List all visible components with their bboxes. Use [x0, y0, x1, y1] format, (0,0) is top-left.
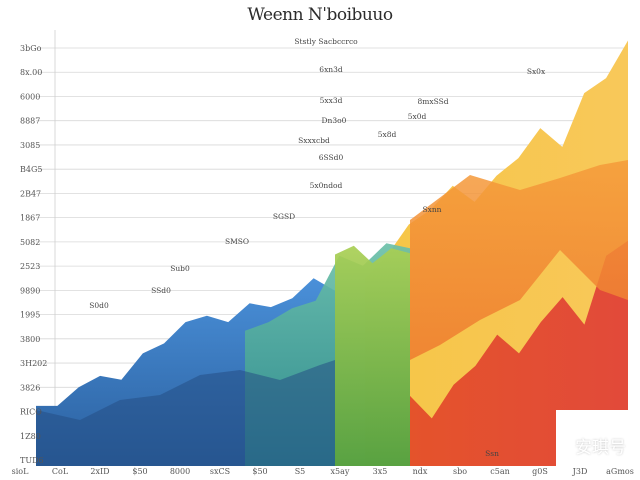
annotation-label: S0d0 [89, 301, 109, 310]
annotation-label: SMSO [225, 237, 249, 246]
area-layer [36, 40, 628, 466]
y-tick-label: 8887 [20, 117, 40, 126]
annotation-label: SSd0 [151, 286, 171, 295]
series-area-orange [410, 160, 628, 360]
series-area-dark-wave [36, 360, 335, 466]
y-tick-label: 2B47 [20, 189, 41, 198]
annotation-label: 8mxSSd [417, 97, 448, 106]
corner-panel [556, 410, 628, 466]
y-tick-label: 1995 [20, 311, 40, 320]
x-tick-label: $50 [252, 467, 267, 476]
y-tick-label: B4G5 [20, 165, 42, 174]
x-tick-label: aGmos [606, 467, 634, 476]
x-tick-label: S5 [295, 467, 306, 476]
y-axis-ticks: 3bGo 8x.00 6000 8887 3085 B4G5 2B47 1867 5082 252… [20, 44, 47, 465]
x-tick-label: CoL [52, 467, 69, 476]
watermark-text: 安琪号 [575, 438, 626, 458]
y-tick-label: TUD6 [20, 456, 44, 465]
annotation-label: Sxxxcbd [298, 136, 330, 145]
x-axis-ticks: sioL CoL 2xID $50 8000 sxCS $50 S5 x5ay 3x5 ndx sbo… [12, 467, 634, 476]
annotation-label: 5x0ndod [310, 181, 343, 190]
y-tick-label: 3085 [20, 141, 40, 150]
annotation-label: SGSD [273, 212, 295, 221]
annotation-label: 5xx3d [320, 96, 343, 105]
annotation-label: Ststly Sacbccrco [294, 37, 358, 46]
y-tick-label: 8x.00 [20, 68, 42, 77]
series-area-green [335, 245, 410, 466]
annotation-label: Sub0 [170, 264, 190, 273]
annotation-layer: Ststly Sacbccrco 6xn3d 5xx3d Dn3o0 Sxxxcbd 6S… [89, 37, 546, 458]
annotation-label: Ssn [485, 449, 499, 458]
y-tick-label: 3800 [20, 335, 40, 344]
annotation-label: 5x0d [408, 112, 427, 121]
annotation-label: 5x8d [378, 130, 397, 139]
y-tick-label: 1867 [20, 214, 40, 223]
x-tick-label: ndx [413, 467, 428, 476]
y-tick-label: 2523 [20, 262, 40, 271]
x-tick-label: x5ay [331, 467, 350, 476]
y-tick-label: RICO [20, 408, 42, 417]
x-tick-label: sxCS [210, 467, 230, 476]
annotation-label: 6xn3d [319, 65, 343, 74]
y-tick-label: 9890 [20, 286, 40, 295]
x-tick-label: $50 [132, 467, 147, 476]
x-tick-label: 8000 [170, 467, 190, 476]
y-tick-label: 3H202 [20, 359, 47, 368]
annotation-label: 6SSd0 [319, 153, 344, 162]
annotation-label: Dn3o0 [322, 116, 347, 125]
x-tick-label: J3D [572, 467, 588, 476]
x-tick-label: sbo [453, 467, 467, 476]
x-tick-label: c5an [490, 467, 510, 476]
y-tick-label: 5082 [20, 238, 40, 247]
x-tick-label: 3x5 [373, 467, 388, 476]
annotation-label: Sx0x [527, 67, 546, 76]
chart-title: Weenn Nˈboibuuo [247, 5, 393, 25]
series-area-red [410, 240, 628, 466]
x-tick-label: g0S [532, 467, 548, 476]
x-tick-label: sioL [12, 467, 29, 476]
y-tick-label: 3bGo [20, 44, 42, 53]
x-tick-label: 2xID [90, 467, 109, 476]
annotation-label: Sxnn [422, 205, 441, 214]
y-tick-label: 1Z80 [20, 432, 41, 441]
y-tick-label: 3826 [20, 383, 40, 392]
y-tick-label: 6000 [20, 92, 40, 101]
